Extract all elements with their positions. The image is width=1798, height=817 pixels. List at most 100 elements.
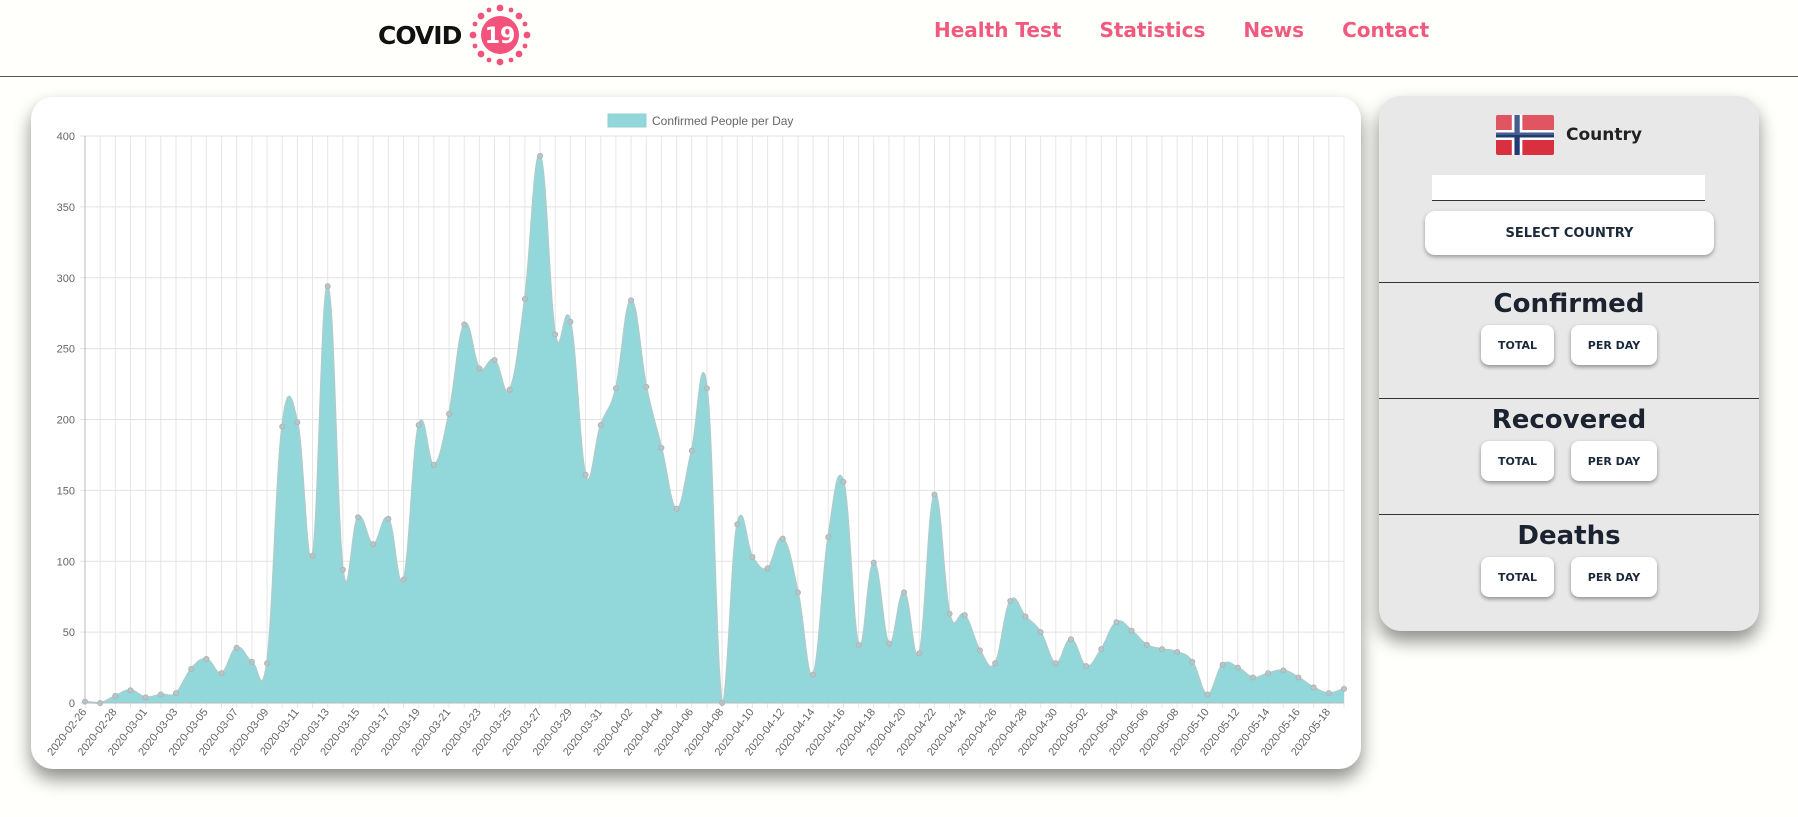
data-point — [309, 552, 316, 559]
logo-number: 19 — [485, 24, 516, 49]
data-point — [112, 692, 119, 699]
deaths-total-button[interactable]: TOTAL — [1481, 557, 1554, 597]
recovered-total-button[interactable]: TOTAL — [1481, 441, 1554, 481]
data-point — [1083, 663, 1090, 670]
data-point — [385, 515, 392, 522]
norway-flag-icon — [1496, 115, 1555, 155]
data-point — [901, 589, 908, 596]
data-point — [127, 687, 134, 694]
data-point — [961, 612, 968, 619]
data-point — [870, 559, 877, 566]
nav-health-test[interactable]: Health Test — [934, 18, 1062, 42]
data-point — [188, 665, 195, 672]
data-point — [1325, 690, 1332, 697]
logo-text: COVID — [378, 20, 462, 50]
data-point — [1052, 660, 1059, 667]
data-point — [703, 385, 710, 392]
data-point — [552, 331, 559, 338]
legend-swatch — [607, 113, 647, 128]
country-header: Country — [1379, 115, 1759, 155]
confirmed-per-day-button[interactable]: PER DAY — [1571, 325, 1657, 365]
data-point — [749, 553, 756, 560]
confirmed-per-day-chart: 0501001502002503003504002020-02-262020-0… — [45, 113, 1348, 758]
data-point — [1158, 646, 1165, 653]
data-point — [779, 535, 786, 542]
nav-news[interactable]: News — [1243, 18, 1305, 42]
select-country-button[interactable]: SELECT COUNTRY — [1425, 211, 1714, 255]
data-point — [491, 356, 498, 363]
data-point — [1341, 685, 1348, 692]
data-point — [537, 152, 544, 159]
chart-card: 0 50 100 150 200 250 300 350 400 2020-02-26 2020-0… — [31, 97, 1361, 769]
data-point — [1189, 658, 1196, 665]
data-point — [673, 505, 680, 512]
data-point — [1174, 648, 1181, 655]
nav-statistics[interactable]: Statistics — [1099, 18, 1206, 42]
top-navbar: COVID 19 Health Test Statistics News Con… — [0, 0, 1798, 77]
confirmed-section: Confirmed TOTAL PER DAY — [1379, 282, 1759, 399]
y-tick-label: 50 — [63, 627, 75, 639]
deaths-per-day-button[interactable]: PER DAY — [1571, 557, 1657, 597]
data-point — [1143, 641, 1150, 648]
data-point — [1022, 613, 1029, 620]
data-point — [688, 447, 695, 454]
deaths-section: Deaths TOTAL PER DAY — [1379, 514, 1759, 631]
data-point — [415, 422, 422, 429]
data-point — [339, 566, 346, 573]
data-point — [279, 423, 286, 430]
nav-contact[interactable]: Contact — [1342, 18, 1430, 42]
data-point — [855, 641, 862, 648]
recovered-per-day-button[interactable]: PER DAY — [1571, 441, 1657, 481]
data-point — [1037, 629, 1044, 636]
data-point — [1128, 627, 1135, 634]
country-label: Country — [1566, 125, 1642, 145]
data-point — [233, 644, 240, 651]
data-point — [597, 422, 604, 429]
data-point — [885, 640, 892, 647]
data-point — [1234, 664, 1241, 671]
data-point — [446, 410, 453, 417]
data-point — [1113, 619, 1120, 626]
data-point — [506, 386, 513, 393]
data-point — [173, 690, 180, 697]
virus-icon: 19 — [469, 4, 531, 66]
data-point — [1310, 684, 1317, 691]
data-point — [810, 671, 817, 678]
data-point — [1295, 674, 1302, 681]
covid19-logo[interactable]: COVID 19 — [378, 0, 533, 70]
data-point — [476, 365, 483, 372]
legend-label: Confirmed People per Day — [652, 114, 793, 128]
data-point — [946, 610, 953, 617]
data-point — [142, 694, 149, 701]
deaths-title: Deaths — [1517, 521, 1621, 551]
data-point — [794, 589, 801, 596]
data-point — [203, 656, 210, 663]
y-tick-label: 350 — [57, 202, 75, 214]
data-point — [567, 318, 574, 325]
data-point — [1249, 674, 1256, 681]
data-point — [628, 297, 635, 304]
y-tick-label: 150 — [57, 485, 75, 497]
data-point — [400, 576, 407, 583]
data-point — [1219, 661, 1226, 668]
data-point — [355, 514, 362, 521]
data-point — [1280, 667, 1287, 674]
data-point — [1265, 670, 1272, 677]
y-tick-label: 100 — [57, 556, 75, 568]
country-panel: Country SELECT COUNTRY Confirmed TOTAL P… — [1379, 96, 1759, 631]
data-point — [658, 444, 665, 451]
data-point — [461, 321, 468, 328]
data-point — [916, 650, 923, 657]
data-point — [294, 419, 301, 426]
y-tick-label: 200 — [57, 415, 75, 427]
data-point — [840, 478, 847, 485]
main-nav: Health Test Statistics News Contact — [934, 18, 1429, 42]
recovered-section: Recovered TOTAL PER DAY — [1379, 398, 1759, 515]
data-point — [582, 471, 589, 478]
y-tick-label: 400 — [57, 131, 75, 143]
country-input[interactable] — [1432, 175, 1705, 201]
confirmed-total-button[interactable]: TOTAL — [1481, 325, 1554, 365]
recovered-title: Recovered — [1491, 405, 1647, 435]
data-point — [521, 296, 528, 303]
data-point — [324, 283, 331, 290]
